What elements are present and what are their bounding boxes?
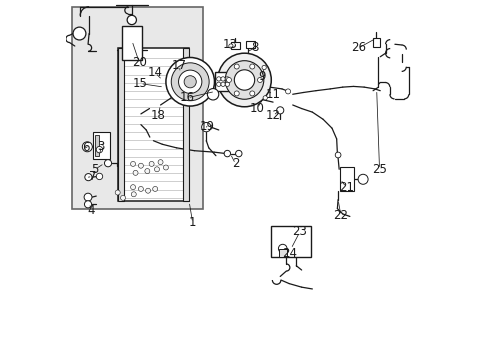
Circle shape [278,244,286,253]
Circle shape [263,96,267,100]
Circle shape [226,77,231,82]
Text: 19: 19 [199,120,214,133]
Bar [372,38,379,47]
Bar [183,48,189,202]
Circle shape [221,82,225,86]
Text: 24: 24 [281,247,296,260]
Circle shape [225,77,229,81]
Circle shape [152,186,157,192]
Circle shape [84,193,92,201]
Circle shape [130,185,135,190]
Bar [72,7,203,208]
Text: 1: 1 [188,216,196,229]
Bar [230,42,240,49]
Circle shape [249,64,254,69]
Circle shape [130,161,135,166]
Circle shape [221,77,225,81]
Circle shape [234,91,239,96]
Text: 20: 20 [131,55,146,69]
Circle shape [178,70,202,94]
Bar [279,249,286,257]
Circle shape [249,91,254,96]
Circle shape [165,58,214,106]
Circle shape [234,70,254,90]
Circle shape [73,27,86,40]
Circle shape [184,76,196,88]
Circle shape [138,163,143,168]
Text: 18: 18 [150,109,165,122]
Bar [93,132,110,158]
Circle shape [171,63,209,101]
Circle shape [154,167,159,172]
Circle shape [224,150,230,157]
Circle shape [115,190,120,195]
Text: 14: 14 [147,66,163,79]
Polygon shape [118,48,189,202]
Circle shape [127,15,136,24]
Text: 2: 2 [231,157,239,170]
Text: 22: 22 [333,209,348,222]
Circle shape [149,161,154,166]
Bar [215,72,232,91]
Text: 25: 25 [371,163,386,176]
Circle shape [216,77,221,81]
Circle shape [262,65,266,69]
Text: 7: 7 [89,170,96,183]
Text: 5: 5 [91,163,99,176]
Circle shape [225,82,229,86]
Circle shape [82,142,92,152]
Bar [95,135,99,156]
Circle shape [228,44,233,48]
Circle shape [225,61,263,99]
Text: 23: 23 [292,225,306,238]
Circle shape [276,107,283,114]
Circle shape [163,165,168,170]
Circle shape [131,192,136,197]
Circle shape [357,174,367,184]
Circle shape [234,64,239,69]
Circle shape [335,152,340,158]
Text: 3: 3 [97,140,104,153]
Circle shape [84,174,92,181]
Circle shape [138,186,143,192]
Text: 21: 21 [338,181,353,194]
Circle shape [285,89,290,94]
Circle shape [207,89,218,100]
Circle shape [145,188,150,193]
Text: 16: 16 [180,91,194,104]
Circle shape [104,159,111,167]
Circle shape [217,53,271,107]
Text: 10: 10 [249,102,264,115]
Text: 4: 4 [88,204,95,217]
Bar [122,26,142,60]
Bar [118,48,124,202]
Text: 26: 26 [350,41,366,54]
Text: 6: 6 [81,141,89,154]
Text: 15: 15 [132,77,147,90]
Bar [271,226,310,257]
Circle shape [96,173,102,180]
Circle shape [121,195,125,201]
Text: 13: 13 [223,38,237,51]
Text: 9: 9 [258,70,265,83]
Circle shape [84,201,91,208]
Text: 17: 17 [172,59,186,72]
Circle shape [158,159,163,165]
Bar [245,41,254,48]
Text: 8: 8 [251,41,258,54]
Bar [340,167,353,192]
Text: 12: 12 [265,109,280,122]
Text: 11: 11 [265,88,280,101]
Circle shape [133,170,138,175]
Circle shape [235,150,242,157]
Circle shape [201,122,210,132]
Circle shape [216,82,221,86]
Circle shape [144,168,149,174]
Circle shape [257,77,262,82]
Circle shape [96,147,102,153]
